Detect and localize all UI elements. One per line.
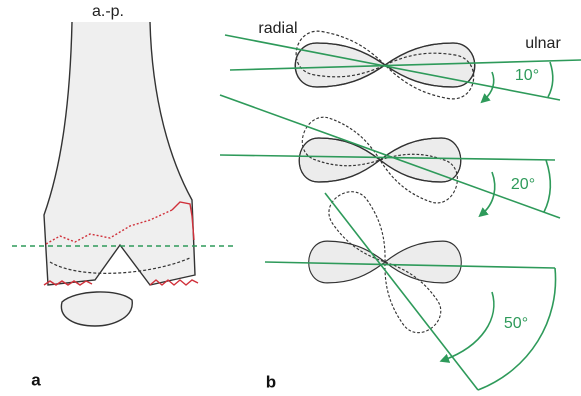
angle-label: 10° [515, 67, 539, 84]
view-label: a.-p. [92, 3, 124, 20]
angle-label: 50° [504, 315, 528, 332]
radial-label: radial [258, 20, 297, 37]
axis-line [325, 193, 478, 390]
bone-fragment [61, 292, 132, 326]
angle-arc [548, 62, 553, 97]
angle-label: 20° [511, 176, 535, 193]
figure: a.-p. a radial ulnar 10° 20° 50° b [0, 0, 581, 396]
rotation-arrow [444, 292, 494, 360]
panel-label: a [31, 370, 41, 389]
angle-arc [544, 160, 550, 212]
axis-line [225, 35, 560, 100]
panel-label: b [266, 372, 276, 391]
ulnar-label: ulnar [525, 35, 561, 52]
